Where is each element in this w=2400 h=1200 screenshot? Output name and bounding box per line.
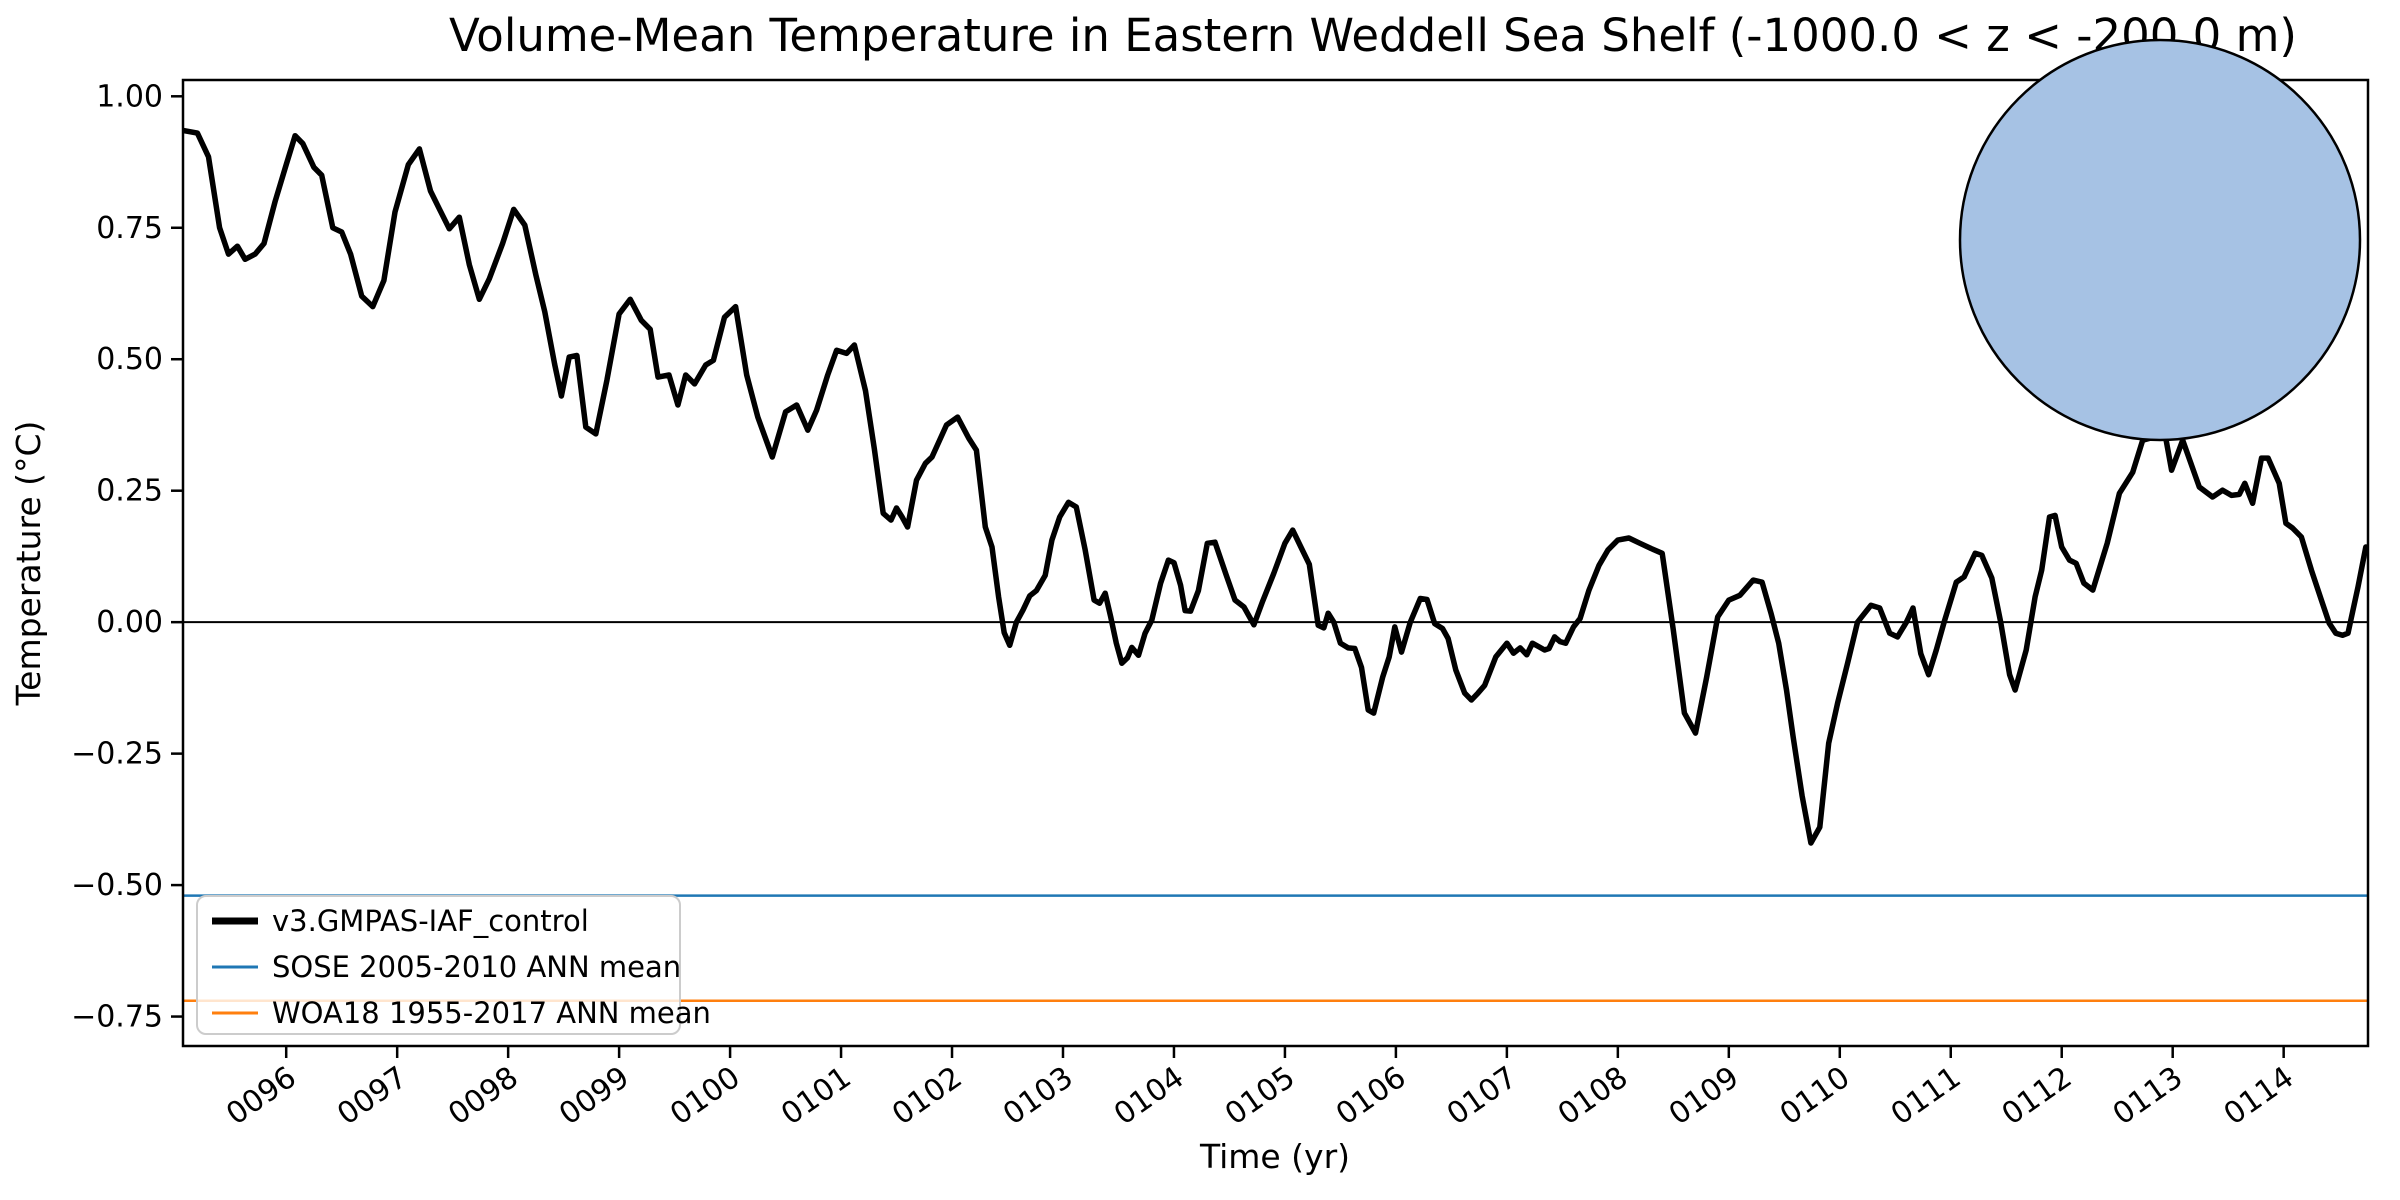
main-series-line	[183, 127, 2368, 846]
y-axis-label: Temperature (°C)	[9, 421, 48, 707]
y-tick-label: −0.50	[71, 868, 163, 903]
antarctica-inset-map	[1958, 38, 2362, 442]
axes-frame	[181, 78, 2370, 1048]
control-run-line	[183, 127, 2368, 846]
y-tick-label: 0.25	[96, 474, 163, 509]
globe-ocean	[1960, 40, 2360, 440]
x-tick-label: 0101	[775, 1060, 858, 1132]
plot-border	[181, 78, 2370, 1048]
x-tick-label: 0096	[220, 1060, 303, 1132]
x-tick-label: 0111	[1885, 1060, 1968, 1132]
x-tick-label: 0110	[1774, 1060, 1857, 1132]
chart-title: Volume-Mean Temperature in Eastern Wedde…	[449, 9, 2297, 62]
x-tick-label: 0103	[997, 1060, 1080, 1132]
legend: v3.GMPAS-IAF_control SOSE 2005-2010 ANN …	[196, 895, 711, 1035]
x-tick-label: 0106	[1330, 1060, 1413, 1132]
x-axis-label: Time (yr)	[1199, 1137, 1350, 1176]
y-tick-label: 0.75	[96, 211, 163, 246]
y-tick-label: 0.50	[96, 342, 163, 377]
x-tick-label: 0100	[664, 1060, 747, 1132]
y-tick-label: −0.25	[71, 737, 163, 772]
x-tick-label: 0102	[886, 1060, 969, 1132]
x-tick-label: 0113	[2107, 1060, 2190, 1132]
x-tick-label: 0099	[553, 1060, 636, 1132]
globe-edge	[1958, 38, 2362, 442]
legend-label-woa18: WOA18 1955-2017 ANN mean	[272, 996, 711, 1030]
x-tick-label: 0107	[1441, 1060, 1524, 1132]
legend-label-control: v3.GMPAS-IAF_control	[272, 904, 589, 938]
x-tick-label: 0108	[1552, 1060, 1635, 1132]
x-tick-label: 0105	[1219, 1060, 1302, 1132]
x-tick-label: 0109	[1663, 1060, 1746, 1132]
x-tick-label: 0112	[1996, 1060, 2079, 1132]
legend-box	[196, 895, 681, 1035]
y-axis-ticks: 1.00 0.75 0.50 0.25 0.00 −0.25 −0.50 −0.75	[71, 79, 183, 1035]
x-tick-label: 0104	[1108, 1060, 1191, 1132]
x-tick-label: 0097	[331, 1060, 414, 1132]
y-tick-label: 1.00	[96, 79, 163, 114]
y-tick-label: −0.75	[71, 1000, 163, 1035]
x-tick-label: 0098	[442, 1060, 525, 1132]
x-tick-label: 0114	[2218, 1060, 2301, 1132]
legend-label-sose: SOSE 2005-2010 ANN mean	[272, 950, 681, 984]
x-axis-ticks: 0096 0097 0098 0099 0100 0101 0102 0103 0104 0105…	[220, 1046, 2300, 1132]
y-tick-label: 0.00	[96, 605, 163, 640]
